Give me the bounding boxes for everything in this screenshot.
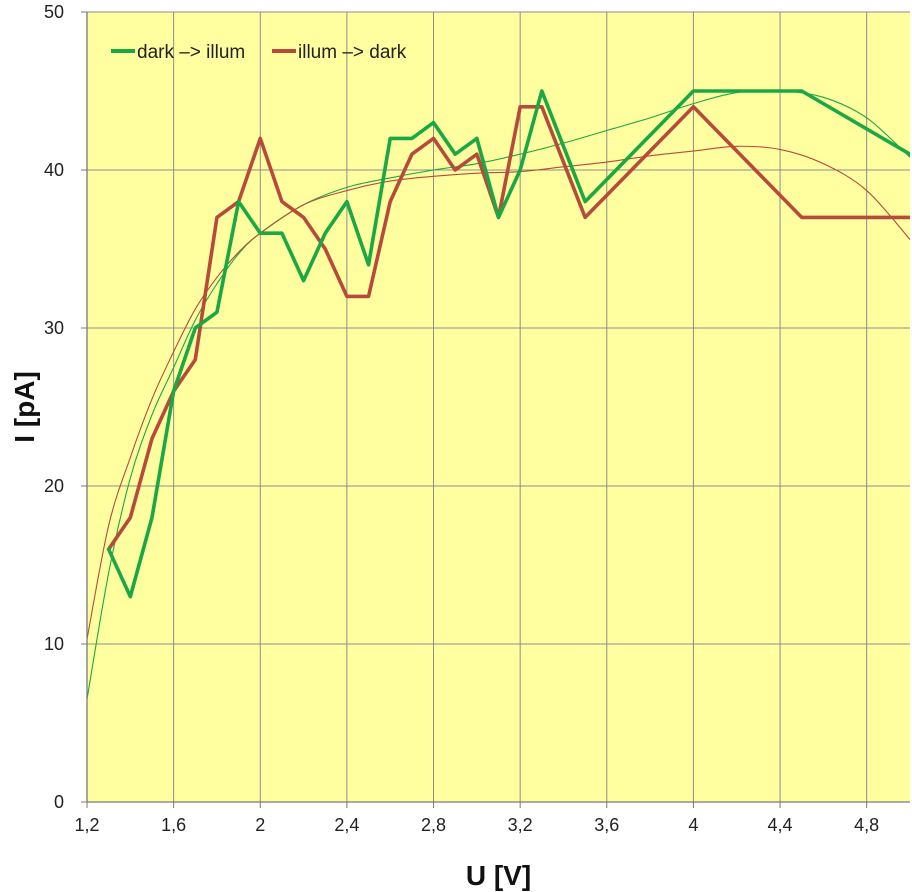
y-tick-label: 40 — [44, 160, 64, 180]
series-lines — [106, 89, 910, 599]
x-tick-label: 1,2 — [74, 815, 99, 835]
x-tick-label: 2,8 — [421, 815, 446, 835]
x-axis-title: U [V] — [466, 860, 531, 891]
x-tick-label: 4,8 — [854, 815, 879, 835]
grid — [87, 11, 910, 802]
y-tick-label: 10 — [44, 634, 64, 654]
legend: dark –> illum illum –> dark — [111, 42, 407, 63]
series-line — [106, 89, 910, 599]
x-tick-label: 1,6 — [161, 815, 186, 835]
y-tick-label: 30 — [44, 318, 64, 338]
y-tick-label: 20 — [44, 476, 64, 496]
x-tick-labels: 1,2 1,6 2 2,4 2,8 3,2 3,6 4 4,4 4,8 — [74, 815, 879, 835]
legend-label: illum –> dark — [298, 42, 407, 63]
series-line — [106, 105, 910, 552]
x-tick-label: 4,4 — [768, 815, 793, 835]
x-tick-label: 2,4 — [334, 815, 359, 835]
y-tick-label: 50 — [44, 2, 64, 22]
x-tick-label: 3,6 — [594, 815, 619, 835]
legend-label: dark –> illum — [137, 42, 245, 63]
y-tick-labels: 0 10 20 30 40 50 — [44, 2, 64, 812]
axes — [81, 11, 910, 808]
trendline — [87, 145, 910, 640]
x-tick-label: 2 — [255, 815, 265, 835]
plot-area — [87, 12, 910, 802]
y-axis-title: I [pA] — [9, 371, 40, 443]
x-tick-label: 4 — [688, 815, 698, 835]
y-tick-label: 0 — [54, 792, 64, 812]
x-tick-label: 3,2 — [508, 815, 533, 835]
